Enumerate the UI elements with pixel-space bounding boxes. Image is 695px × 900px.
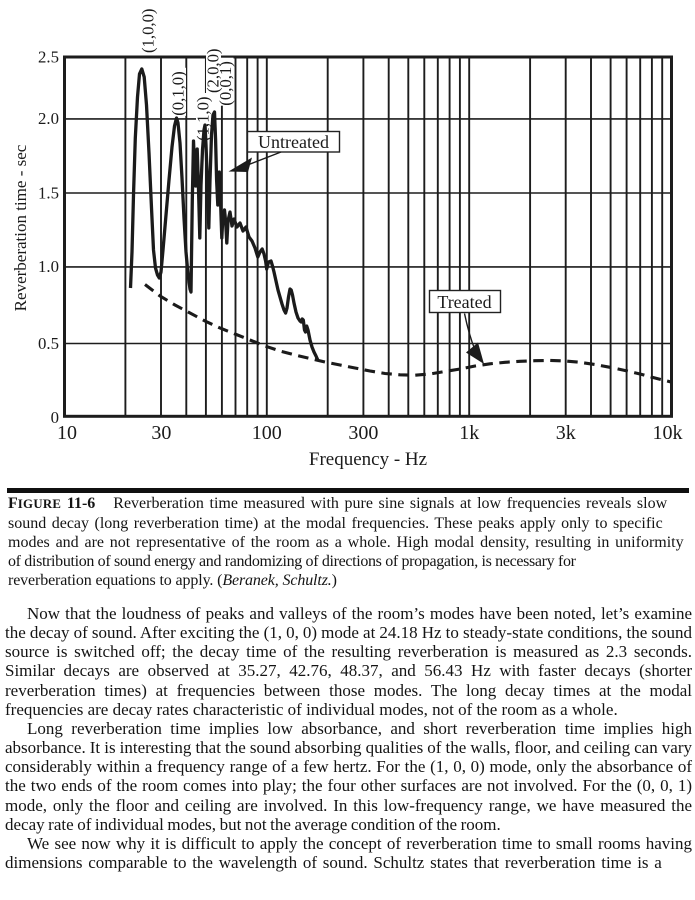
svg-text:2.0: 2.0 (38, 109, 59, 128)
svg-text:10: 10 (57, 422, 77, 444)
svg-text:1k: 1k (459, 422, 479, 444)
svg-text:(0,0,1): (0,0,1) (216, 61, 235, 106)
svg-text:Frequency - Hz: Frequency - Hz (309, 449, 427, 470)
svg-text:10k: 10k (653, 422, 683, 444)
svg-text:(2,0,0): (2,0,0) (204, 49, 223, 94)
svg-text:0: 0 (51, 408, 59, 427)
svg-text:3k: 3k (556, 422, 576, 444)
svg-text:0.5: 0.5 (38, 334, 59, 353)
svg-text:(1,0,0): (1,0,0) (139, 9, 158, 54)
svg-text:Untreated: Untreated (258, 132, 329, 152)
svg-text:100: 100 (252, 422, 282, 444)
svg-text:Reverberation time - sec: Reverberation time - sec (11, 144, 30, 311)
svg-text:1.0: 1.0 (38, 257, 59, 276)
svg-text:2.5: 2.5 (38, 47, 59, 66)
svg-text:Treated: Treated (437, 292, 491, 312)
svg-text:300: 300 (348, 422, 378, 444)
svg-text:1.5: 1.5 (38, 183, 59, 202)
svg-text:(1,1,0): (1,1,0) (194, 97, 213, 142)
svg-text:30: 30 (151, 422, 171, 444)
svg-text:(0,1,0): (0,1,0) (169, 71, 188, 116)
